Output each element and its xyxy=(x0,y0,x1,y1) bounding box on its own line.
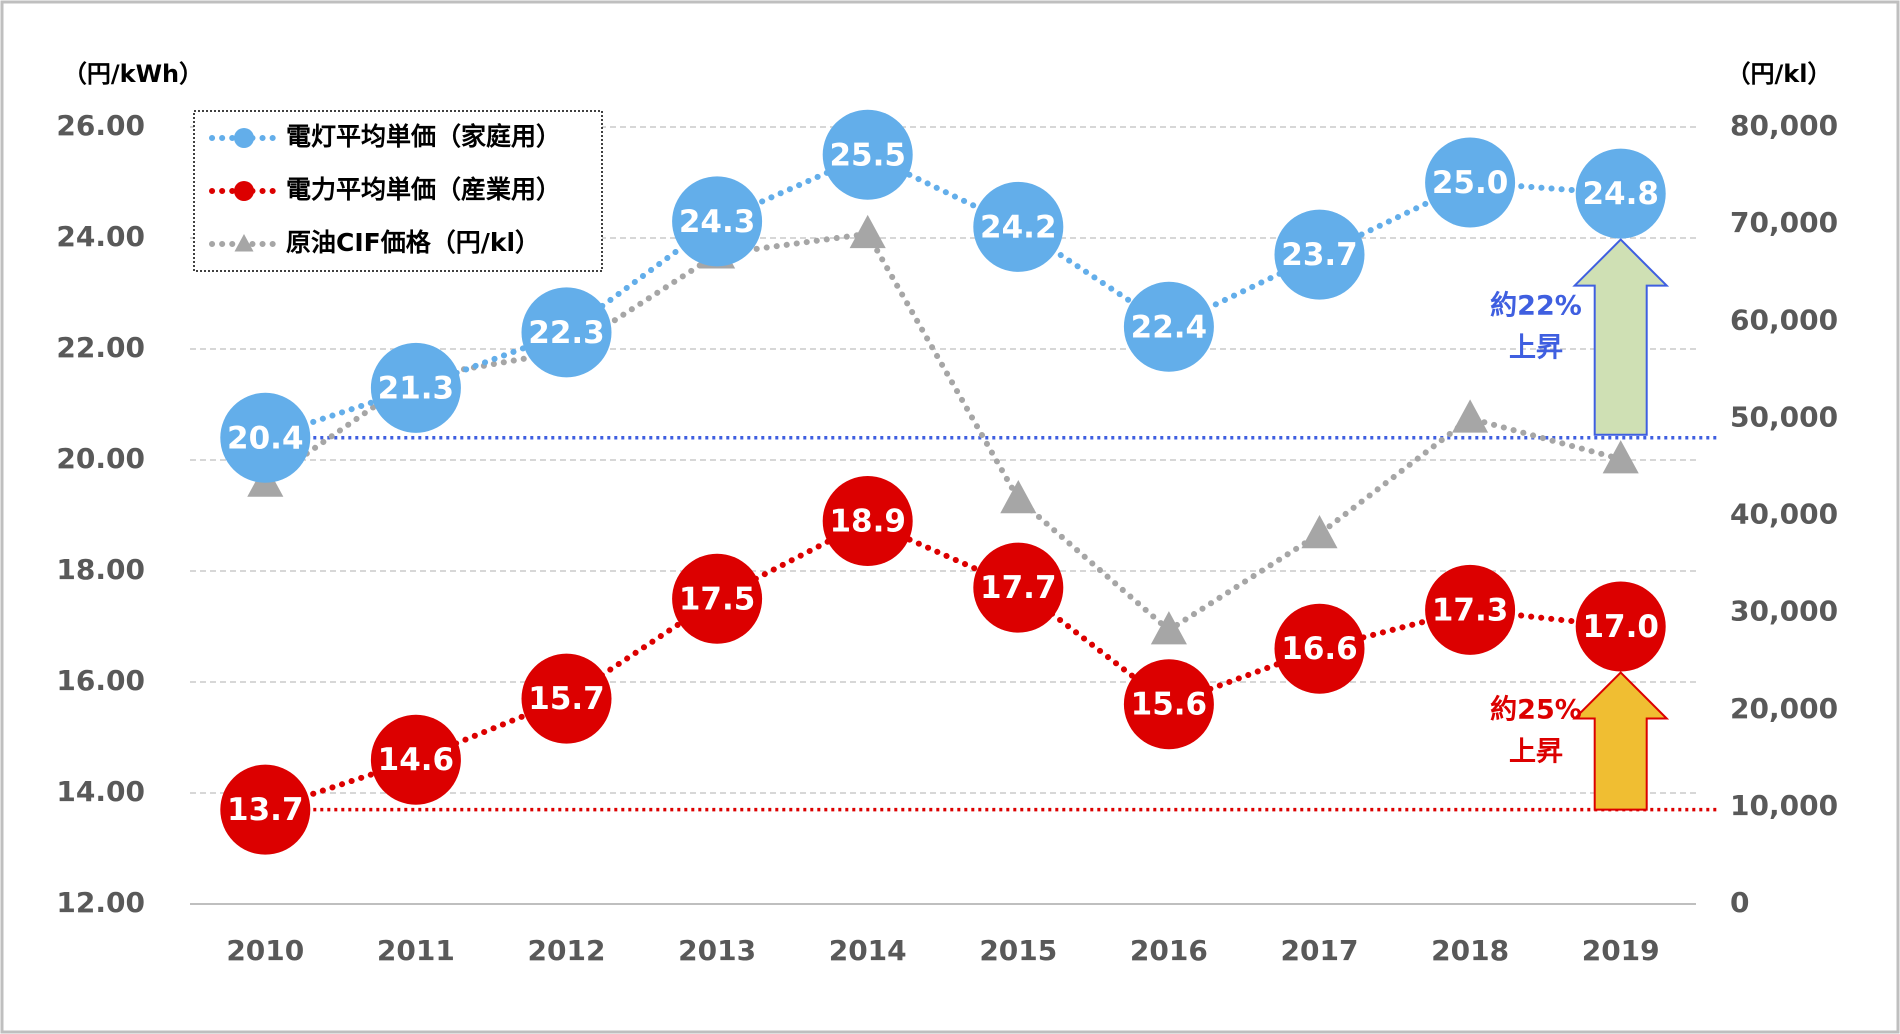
value-label: 14.6 xyxy=(378,742,455,778)
value-label: 13.7 xyxy=(227,792,304,828)
y-tick-label: 16.00 xyxy=(56,664,145,697)
triangle-marker xyxy=(1000,479,1037,514)
y2-axis-title: （円/kl） xyxy=(1727,60,1832,88)
legend-label: 電力平均単価（産業用） xyxy=(286,175,561,204)
value-label: 18.9 xyxy=(829,504,906,540)
y-tick-label: 18.00 xyxy=(56,553,145,586)
series-line xyxy=(262,517,1624,813)
x-tick-label: 2015 xyxy=(979,934,1057,967)
y2-tick-label: 40,000 xyxy=(1730,498,1838,531)
circle-marker xyxy=(672,553,763,644)
value-label: 24.3 xyxy=(679,204,756,240)
circle-marker xyxy=(822,476,913,567)
x-tick-label: 2017 xyxy=(1281,934,1359,967)
circle-marker xyxy=(1274,603,1365,694)
annotation: 約22% xyxy=(1490,290,1582,322)
value-label: 17.3 xyxy=(1432,592,1509,628)
triangle-marker xyxy=(849,214,886,249)
y2-tick-label: 30,000 xyxy=(1730,595,1838,628)
x-tick-label: 2010 xyxy=(226,934,304,967)
x-tick-label: 2018 xyxy=(1431,934,1509,967)
y2-tick-label: 0 xyxy=(1730,886,1749,919)
value-label: 17.5 xyxy=(679,581,756,617)
annotation: 上昇 xyxy=(1509,737,1563,768)
y2-tick-label: 60,000 xyxy=(1730,303,1838,336)
y2-tick-label: 10,000 xyxy=(1730,789,1838,822)
triangle-marker xyxy=(1602,440,1639,474)
x-tick-label: 2011 xyxy=(377,934,455,967)
x-tick-label: 2012 xyxy=(528,934,606,967)
circle-marker xyxy=(822,109,913,200)
y-tick-label: 26.00 xyxy=(56,109,145,142)
x-tick-label: 2013 xyxy=(678,934,756,967)
circle-marker xyxy=(220,764,311,855)
circle-marker xyxy=(973,181,1064,272)
legend-label: 電灯平均単価（家庭用） xyxy=(286,122,561,151)
circle-marker xyxy=(1425,564,1516,655)
y-axis-title: （円/kWh） xyxy=(63,60,203,88)
value-label: 25.5 xyxy=(829,137,906,173)
value-label: 21.3 xyxy=(378,370,455,406)
value-label: 17.0 xyxy=(1582,609,1659,645)
value-label: 15.6 xyxy=(1131,687,1208,723)
circle-marker xyxy=(973,542,1064,633)
value-label: 25.0 xyxy=(1432,165,1509,201)
y2-tick-label: 20,000 xyxy=(1730,692,1838,725)
circle-marker xyxy=(1274,209,1365,300)
circle-marker xyxy=(1575,148,1666,239)
legend-label: 原油CIF価格（円/kl） xyxy=(286,228,540,257)
y-tick-label: 20.00 xyxy=(56,442,145,475)
circle-marker xyxy=(1575,581,1666,672)
y-tick-label: 22.00 xyxy=(56,331,145,364)
circle-marker xyxy=(672,176,763,267)
x-tick-label: 2014 xyxy=(829,934,907,967)
legend-marker xyxy=(234,181,254,201)
x-tick-label: 2019 xyxy=(1582,934,1660,967)
circle-marker xyxy=(1123,281,1214,372)
value-label: 22.3 xyxy=(528,315,605,351)
y-tick-label: 14.00 xyxy=(56,775,145,808)
triangle-marker xyxy=(1452,399,1489,433)
increase-arrow xyxy=(1572,238,1670,436)
circle-marker xyxy=(220,392,311,483)
circle-marker xyxy=(370,342,461,433)
legend-marker xyxy=(234,234,254,252)
value-label: 16.6 xyxy=(1281,631,1358,667)
circle-marker xyxy=(370,714,461,805)
value-label: 17.7 xyxy=(980,570,1057,606)
increase-arrow xyxy=(1572,671,1670,811)
annotation: 約25% xyxy=(1490,694,1582,726)
circle-marker xyxy=(521,653,612,744)
circle-marker xyxy=(1425,137,1516,228)
value-label: 24.8 xyxy=(1582,176,1659,212)
y2-tick-label: 50,000 xyxy=(1730,400,1838,433)
x-tick-label: 2016 xyxy=(1130,934,1208,967)
value-label: 20.4 xyxy=(227,420,304,456)
legend-marker xyxy=(234,128,254,148)
y-tick-label: 12.00 xyxy=(56,886,145,919)
triangle-marker xyxy=(1301,514,1338,549)
circle-marker xyxy=(521,287,612,378)
value-label: 23.7 xyxy=(1281,237,1358,273)
series-line xyxy=(262,230,1624,634)
value-label: 15.7 xyxy=(528,681,605,717)
value-label: 24.2 xyxy=(980,209,1057,245)
triangle-marker xyxy=(1150,611,1187,645)
y2-tick-label: 70,000 xyxy=(1730,206,1838,239)
annotation: 上昇 xyxy=(1509,333,1563,364)
circle-marker xyxy=(1123,659,1214,750)
y2-tick-label: 80,000 xyxy=(1730,109,1838,142)
value-label: 22.4 xyxy=(1131,309,1208,345)
y-tick-label: 24.00 xyxy=(56,220,145,253)
